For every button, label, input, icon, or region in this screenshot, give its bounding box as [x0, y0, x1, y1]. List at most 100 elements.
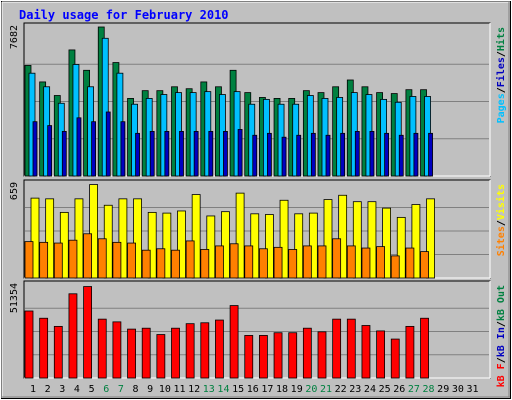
- bar-pages-day-13: [208, 130, 214, 177]
- bar-sites-day-27: [405, 247, 415, 279]
- bar-kbytes-day-21: [317, 331, 327, 379]
- day-label-23: 23: [349, 384, 361, 395]
- bar-sites-day-17: [258, 248, 268, 279]
- bar-pages-day-26: [398, 134, 404, 177]
- day-label-19: 19: [291, 384, 303, 395]
- bar-kbytes-day-3: [53, 325, 63, 379]
- bar-sites-day-7: [112, 241, 122, 279]
- day-label-30: 30: [452, 384, 464, 395]
- day-label-15: 15: [232, 384, 244, 395]
- bar-kbytes-day-16: [244, 335, 254, 379]
- bar-visits-day-17: [264, 214, 274, 279]
- bar-pages-day-21: [325, 134, 331, 177]
- bar-visits-day-15: [235, 192, 245, 279]
- bar-visits-day-23: [352, 201, 362, 279]
- bar-pages-day-2: [47, 125, 53, 177]
- day-label-9: 9: [147, 384, 153, 395]
- bar-sites-day-14: [215, 245, 224, 279]
- bar-kbytes-day-23: [346, 318, 356, 379]
- bar-pages-day-18: [281, 136, 287, 177]
- bar-sites-day-16: [244, 245, 254, 279]
- bar-sites-day-9: [141, 249, 151, 279]
- bar-pages-day-24: [369, 130, 375, 177]
- day-label-7: 7: [118, 384, 124, 395]
- bar-visits-day-27: [411, 204, 421, 279]
- bar-sites-day-28: [420, 251, 429, 279]
- day-label-20: 20: [305, 384, 317, 395]
- legend-entry: kB Out: [496, 285, 507, 321]
- bar-sites-day-23: [346, 245, 356, 279]
- bar-pages-day-16: [252, 134, 258, 177]
- bar-kbytes-day-14: [215, 319, 224, 379]
- bar-pages-day-27: [413, 132, 419, 177]
- bar-visits-day-11: [177, 210, 186, 279]
- bar-visits-day-25: [382, 207, 392, 279]
- bar-visits-day-19: [294, 213, 304, 279]
- bar-sites-day-3: [53, 242, 63, 279]
- bar-visits-day-9: [147, 211, 157, 279]
- bar-pages-day-22: [340, 132, 346, 177]
- bar-pages-day-1: [32, 121, 38, 177]
- day-label-16: 16: [247, 384, 259, 395]
- bar-kbytes-day-4: [68, 293, 78, 379]
- bar-sites-day-13: [200, 249, 210, 279]
- bar-kbytes-day-20: [302, 327, 312, 379]
- bar-pages-day-10: [164, 130, 170, 177]
- bar-pages-day-20: [310, 132, 316, 177]
- legend-entry: Pages: [496, 93, 507, 123]
- day-axis-labels: 1 2 3 4 5 6 7 8 9 10 11 12 13 14 15 16 17 18 19 20 21 22 23 24 2…: [30, 384, 479, 395]
- chart-title: Daily usage for February 2010: [19, 8, 229, 22]
- bar-visits-day-21: [323, 199, 333, 279]
- legend-entry: kB F: [496, 363, 507, 387]
- bar-visits-day-5: [89, 184, 98, 279]
- day-label-17: 17: [261, 384, 273, 395]
- day-label-10: 10: [159, 384, 171, 395]
- bar-sites-day-21: [317, 245, 327, 279]
- bar-sites-day-4: [68, 239, 78, 279]
- day-label-5: 5: [89, 384, 95, 395]
- y-tick-label: 7682: [9, 25, 20, 49]
- bar-sites-day-15: [229, 243, 239, 279]
- bar-kbytes-day-17: [258, 335, 268, 379]
- bar-kbytes-day-2: [39, 317, 49, 379]
- bar-kbytes-day-1: [24, 310, 34, 379]
- day-label-24: 24: [364, 384, 376, 395]
- bar-kbytes-day-18: [273, 332, 283, 379]
- bar-kbytes-day-25: [376, 330, 386, 379]
- bar-kbytes-day-5: [83, 286, 92, 379]
- bar-sites-day-2: [39, 241, 49, 279]
- day-label-22: 22: [335, 384, 347, 395]
- bar-kbytes-day-11: [171, 327, 180, 379]
- legend-separator: /: [496, 220, 507, 226]
- bar-sites-day-18: [273, 246, 283, 279]
- bar-visits-day-12: [191, 194, 201, 279]
- bar-visits-day-13: [206, 215, 216, 279]
- day-label-29: 29: [437, 384, 449, 395]
- panel-visits-sites: 659 Sites/Visits: [9, 179, 507, 279]
- bar-pages-day-3: [61, 130, 67, 177]
- bar-pages-day-11: [179, 130, 184, 177]
- bar-visits-day-26: [396, 216, 406, 279]
- legend-visits-sites: Sites/Visits: [495, 184, 507, 256]
- legend-separator: /: [496, 321, 507, 327]
- bar-visits-day-8: [133, 198, 142, 279]
- day-label-12: 12: [188, 384, 200, 395]
- bar-visits-day-28: [426, 198, 435, 279]
- legend-entry: kB In: [496, 327, 507, 357]
- bar-sites-day-20: [302, 245, 312, 279]
- bar-pages-day-25: [384, 132, 390, 177]
- bar-sites-day-24: [361, 247, 371, 279]
- legend-hits-files-pages: Pages/Files/Hits: [495, 27, 507, 123]
- day-label-11: 11: [173, 384, 185, 395]
- bar-sites-day-5: [83, 233, 92, 279]
- y-tick-label: 51354: [9, 283, 20, 313]
- bar-pages-day-19: [296, 134, 302, 177]
- bar-kbytes-day-15: [229, 305, 239, 379]
- bar-visits-day-2: [45, 198, 55, 279]
- bar-sites-day-12: [185, 240, 195, 279]
- bar-sites-day-11: [171, 249, 180, 279]
- day-label-3: 3: [59, 384, 65, 395]
- bar-kbytes-day-7: [112, 321, 122, 379]
- bar-pages-day-6: [105, 111, 111, 177]
